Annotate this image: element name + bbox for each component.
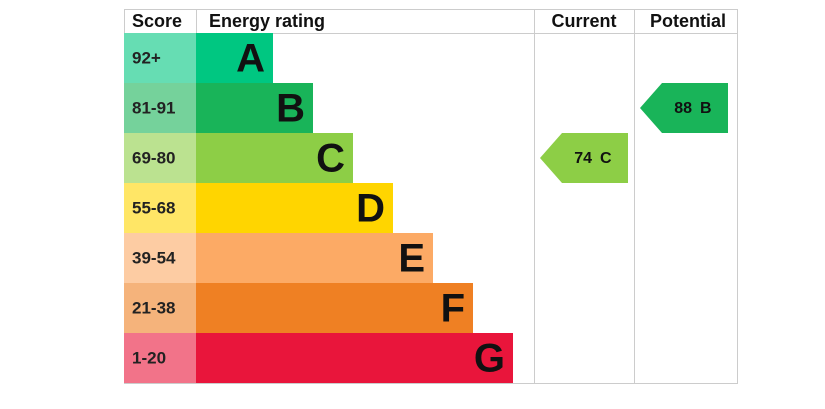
score-cell [124,33,196,83]
score-cell [124,183,196,233]
potential-rating: B [700,100,712,117]
current-arrow [540,133,628,183]
rating-letter: A [236,37,265,81]
score-label: 92+ [132,48,161,67]
potential-value: 88 [674,100,692,117]
score-label: 1-20 [132,348,166,367]
rating-letter: G [474,337,505,381]
rating-bar [196,83,313,133]
rating-bar [196,233,433,283]
score-cell [124,133,196,183]
rating-bar [196,183,393,233]
rating-letter: B [276,87,305,131]
potential-arrow [640,83,728,133]
rating-bar [196,33,273,83]
header-energy-rating: Energy rating [209,11,325,31]
score-cell [124,83,196,133]
header-potential: Potential [650,11,726,31]
score-label: 39-54 [132,248,176,267]
score-label: 21-38 [132,298,175,317]
score-cell [124,233,196,283]
rating-letter: D [356,187,385,231]
current-value: 74 [574,150,592,167]
rating-letter: F [441,287,465,331]
rating-bar [196,283,473,333]
score-cell [124,283,196,333]
header-current: Current [551,11,616,31]
rating-letter: E [398,237,425,281]
current-rating: C [600,150,612,167]
score-cell [124,333,196,383]
score-label: 81-91 [132,98,175,117]
score-label: 55-68 [132,198,175,217]
rating-letter: C [316,137,345,181]
header-score: Score [132,11,182,31]
rating-bar [196,333,513,383]
score-label: 69-80 [132,148,175,167]
rating-bar [196,133,353,183]
